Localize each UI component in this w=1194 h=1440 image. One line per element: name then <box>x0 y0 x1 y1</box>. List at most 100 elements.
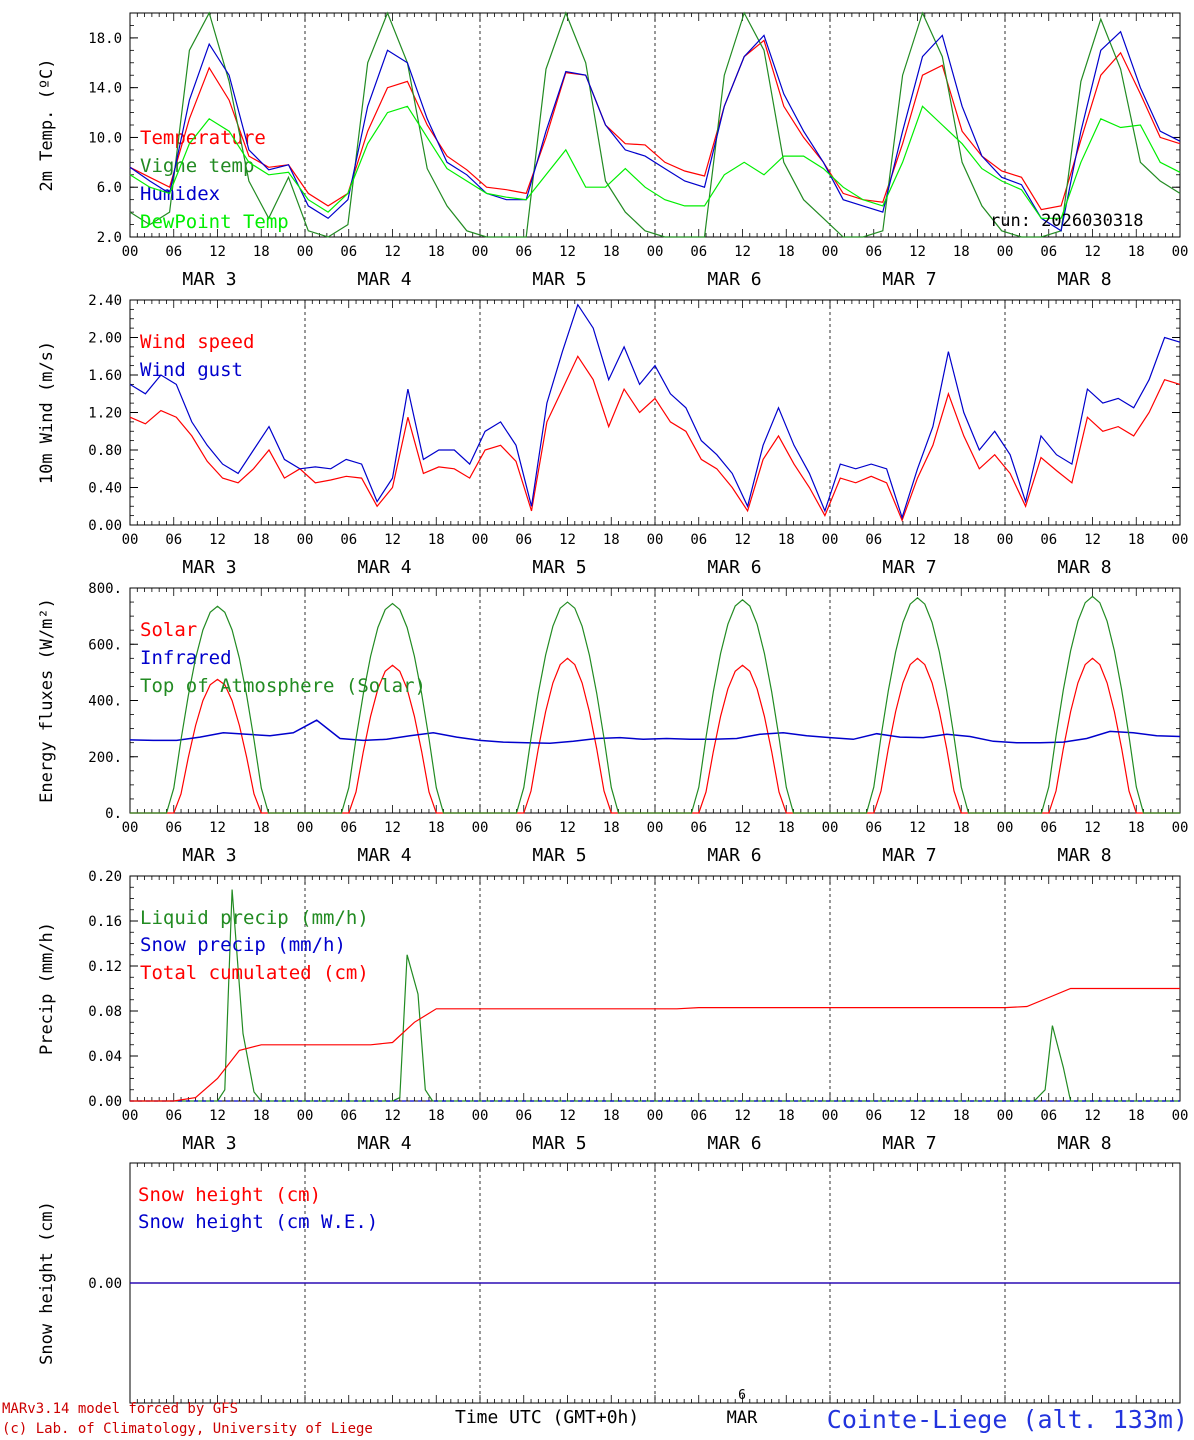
day-label: MAR 5 <box>532 845 586 866</box>
y-tick-label: 0.40 <box>88 481 122 497</box>
x-tick-label: 12 <box>384 1108 401 1124</box>
run-label: run: 2026030318 <box>990 211 1144 231</box>
panel-3: 0. 200. 400. 600. 800. Energy fluxes (W/m²) 00… <box>37 581 1188 866</box>
y-tick-label: 0.08 <box>88 1004 122 1020</box>
x-tick-label: 06 <box>515 244 532 260</box>
y-tick-label: 400. <box>88 694 122 710</box>
x-tick-label: 00 <box>472 532 489 548</box>
x-tick-label: 06 <box>865 532 882 548</box>
x-tick-label: 12 <box>734 820 751 836</box>
x-tick-label: 12 <box>209 1108 226 1124</box>
time-axis-label: Time UTC (GMT+0h) <box>455 1407 639 1428</box>
x-tick-label: 06 <box>340 1108 357 1124</box>
x-tick-label: 18 <box>603 244 620 260</box>
day-label: MAR 6 <box>707 845 761 866</box>
y-tick-label: 18.0 <box>88 31 122 47</box>
day-label: MAR 3 <box>182 557 236 578</box>
x-tick-label: 18 <box>428 244 445 260</box>
x-tick-label: 00 <box>297 820 314 836</box>
day-label: MAR 8 <box>1057 269 1111 290</box>
y-tick-label: 800. <box>88 581 122 597</box>
legend-entry: Snow precip (mm/h) <box>140 934 346 956</box>
footer-credit-line: (c) Lab. of Climatology, University of L… <box>2 1421 373 1437</box>
x-tick-label: 06 <box>865 244 882 260</box>
x-tick-label: 12 <box>384 820 401 836</box>
x-tick-label: 18 <box>778 532 795 548</box>
panel-5: 0.00 Snow height (cm) Snow height (cm) Snow… <box>37 1162 1181 1404</box>
series-wind-gust <box>129 303 1181 520</box>
day-label: MAR 3 <box>182 845 236 866</box>
x-tick-label: 06 <box>690 1108 707 1124</box>
y-axis-label: 2m Temp. (ºC) <box>37 58 57 191</box>
legend-entry: Vigne temp <box>140 155 254 177</box>
x-tick-label: 18 <box>253 532 270 548</box>
x-tick-label: 12 <box>1084 244 1101 260</box>
legend-entry: Liquid precip (mm/h) <box>140 907 369 929</box>
legend-entry: Solar <box>140 619 197 641</box>
day-label: MAR 4 <box>357 269 411 290</box>
x-tick-label: 06 <box>1040 244 1057 260</box>
day-label: MAR 6 <box>707 1133 761 1154</box>
day-label: MAR 5 <box>532 269 586 290</box>
x-tick-label: 00 <box>997 244 1014 260</box>
x-tick-label: 12 <box>909 1108 926 1124</box>
x-tick-label: 18 <box>253 244 270 260</box>
x-tick-label: 00 <box>297 1108 314 1124</box>
legend-entry: Wind speed <box>140 331 254 353</box>
x-tick-label: 00 <box>472 820 489 836</box>
y-tick-label: 0.00 <box>88 1094 122 1110</box>
x-tick-label: 06 <box>690 532 707 548</box>
day-label: MAR 8 <box>1057 845 1111 866</box>
x-tick-label: 06 <box>865 820 882 836</box>
panel-frame <box>129 12 1181 238</box>
day-label: MAR 5 <box>532 1133 586 1154</box>
x-tick-label: 18 <box>253 1108 270 1124</box>
x-tick-label: 00 <box>822 820 839 836</box>
x-tick-label: 06 <box>515 1108 532 1124</box>
x-tick-label: 00 <box>122 532 139 548</box>
series-total-cumulated-cm- <box>130 987 1180 1102</box>
x-tick-label: 18 <box>603 820 620 836</box>
y-tick-label: 2.0 <box>97 230 122 246</box>
day-label: MAR 7 <box>882 845 936 866</box>
y-tick-label: 0.00 <box>88 518 122 534</box>
day-label: MAR 7 <box>882 1133 936 1154</box>
day-label: MAR 3 <box>182 1133 236 1154</box>
x-tick-label: 18 <box>1128 532 1145 548</box>
day-label: MAR 5 <box>532 557 586 578</box>
footer-model-line: MARv3.14 model forced by GFS <box>2 1401 238 1417</box>
x-tick-label: 00 <box>297 532 314 548</box>
x-tick-label: 12 <box>209 532 226 548</box>
x-tick-label: 00 <box>472 244 489 260</box>
legend-entry: Wind gust <box>140 359 243 381</box>
station-label: Cointe-Liege (alt. 133m) <box>827 1405 1188 1434</box>
y-axis-label: Precip (mm/h) <box>37 922 57 1055</box>
x-tick-label: 12 <box>734 1108 751 1124</box>
y-tick-label: 14.0 <box>88 81 122 97</box>
day-label: MAR 4 <box>357 557 411 578</box>
x-tick-label: 18 <box>603 532 620 548</box>
x-tick-label: 12 <box>559 532 576 548</box>
y-tick-label: 0.80 <box>88 443 122 459</box>
center-day: 6 <box>738 1388 746 1403</box>
x-tick-label: 12 <box>909 820 926 836</box>
x-tick-label: 00 <box>1172 532 1189 548</box>
y-tick-label: 0.00 <box>88 1276 122 1292</box>
y-tick-label: 200. <box>88 750 122 766</box>
y-tick-label: 1.60 <box>88 368 122 384</box>
x-tick-label: 00 <box>647 244 664 260</box>
y-tick-label: 600. <box>88 637 122 653</box>
x-tick-label: 06 <box>1040 820 1057 836</box>
day-label: MAR 8 <box>1057 557 1111 578</box>
x-tick-label: 12 <box>559 244 576 260</box>
legend-entry: Total cumulated (cm) <box>140 962 369 984</box>
x-tick-label: 12 <box>909 244 926 260</box>
x-tick-label: 00 <box>1172 1108 1189 1124</box>
x-tick-label: 18 <box>953 244 970 260</box>
series-vigne-temp <box>129 11 1181 238</box>
x-tick-label: 18 <box>428 532 445 548</box>
series-infrared <box>129 719 1181 745</box>
y-tick-label: 0. <box>105 806 122 822</box>
x-tick-label: 00 <box>997 1108 1014 1124</box>
